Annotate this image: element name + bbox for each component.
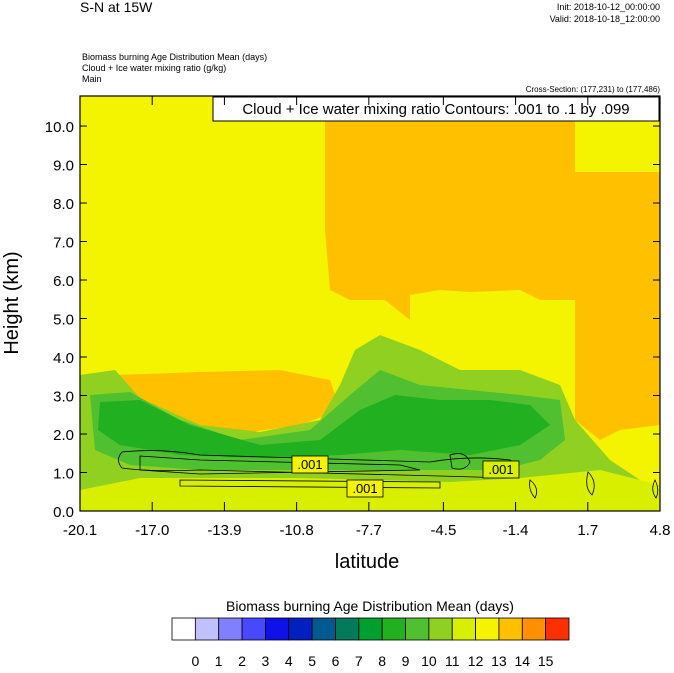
y-axis-label: Height (km) (1, 251, 23, 354)
colorbar-box (428, 617, 453, 641)
colorbar-title: Biomass burning Age Distribution Mean (d… (226, 598, 514, 614)
colorbar-box (241, 617, 266, 641)
colorbar-box (475, 617, 500, 641)
colorbar-box (498, 617, 523, 641)
x-tick-label: -13.9 (207, 522, 241, 539)
colorbar-label: 14 (515, 653, 531, 668)
y-tick-label: 8.0 (53, 196, 74, 213)
colorbar-label: 0 (191, 653, 199, 668)
x-tick-label: 1.7 (577, 522, 598, 539)
colorbar-box (405, 617, 430, 641)
init-time: Init: 2018-10-12_00:00:00 (557, 2, 660, 12)
colorbar-label: 2 (238, 653, 246, 668)
y-tick-label: 9.0 (53, 158, 74, 175)
colorbar-label: 6 (332, 653, 340, 668)
cross-section: Cross-Section: (177,231) to (177,486) (526, 85, 661, 94)
field-fill (98, 395, 550, 458)
colorbar-box (335, 617, 360, 641)
x-tick-label: -7.7 (356, 522, 382, 539)
contour-info: Cloud + Ice water mixing ratio Contours:… (242, 101, 629, 118)
colorbar-label: 3 (262, 653, 270, 668)
y-tick-label: 1.0 (53, 466, 74, 483)
x-tick-label: -10.8 (280, 522, 314, 539)
colorbar-box (218, 617, 243, 641)
colorbar-label: 12 (468, 653, 484, 668)
colorbar-label: 13 (491, 653, 507, 668)
filled-field (80, 96, 660, 511)
colorbar-box (194, 617, 220, 641)
contour-label-box (291, 455, 329, 474)
x-tick-label: -4.5 (430, 522, 456, 539)
colorbar-label: 11 (445, 653, 460, 668)
contour-label: .001 (297, 457, 322, 472)
x-tick-label: -17.0 (135, 522, 169, 539)
colorbar-label: 1 (215, 653, 223, 668)
plot-frame (79, 95, 661, 512)
contour-label: .001 (488, 462, 513, 477)
x-tick-label: -1.4 (503, 522, 529, 539)
colorbar-label: 7 (355, 653, 363, 668)
colorbar-box (451, 617, 476, 641)
contour-label-box (482, 460, 520, 479)
contour-info-box (212, 96, 660, 122)
y-tick-label: 7.0 (53, 235, 74, 252)
field-title: Biomass burning Age Distribution Mean (d… (82, 52, 267, 62)
y-tick-label: 4.0 (53, 350, 74, 367)
y-tick-label: 2.0 (53, 427, 74, 444)
colorbar-box (545, 617, 570, 641)
contour-label: .001 (352, 481, 377, 496)
y-tick-label: 10.0 (45, 119, 74, 136)
y-tick-label: 5.0 (53, 312, 74, 329)
y-tick-label: 3.0 (53, 389, 74, 406)
x-axis-label: latitude (335, 551, 400, 573)
y-tick-label: 6.0 (53, 273, 74, 290)
chart-title: S-N at 15W (80, 0, 153, 15)
colorbar-box (288, 617, 313, 641)
contour-line (139, 455, 421, 475)
colorbar-label: 9 (402, 653, 410, 668)
colorbar-box (358, 617, 383, 641)
colorbar-label: 4 (285, 653, 293, 668)
colorbar-label: 15 (538, 653, 554, 668)
colorbar-box (265, 617, 290, 641)
x-tick-label: -20.1 (63, 522, 97, 539)
x-tick-label: 4.8 (650, 522, 671, 539)
colorbar-label: 8 (378, 653, 386, 668)
valid-time: Valid: 2018-10-18_12:00:00 (550, 14, 660, 24)
colorbar-label: 10 (421, 653, 437, 668)
colorbar-box (521, 617, 547, 641)
colorbar-label: 5 (308, 653, 316, 668)
y-tick-label: 0.0 (53, 504, 74, 521)
field-fill (325, 96, 575, 320)
colorbar-box (381, 617, 406, 641)
colorbar-box (311, 617, 336, 641)
colorbar-box (171, 617, 196, 641)
contour-label-box (346, 479, 384, 498)
field-title: Main (82, 74, 102, 84)
contour-line (449, 453, 659, 499)
field-title: Cloud + Ice water mixing ratio (g/kg) (82, 63, 226, 73)
field-fill (325, 96, 660, 440)
